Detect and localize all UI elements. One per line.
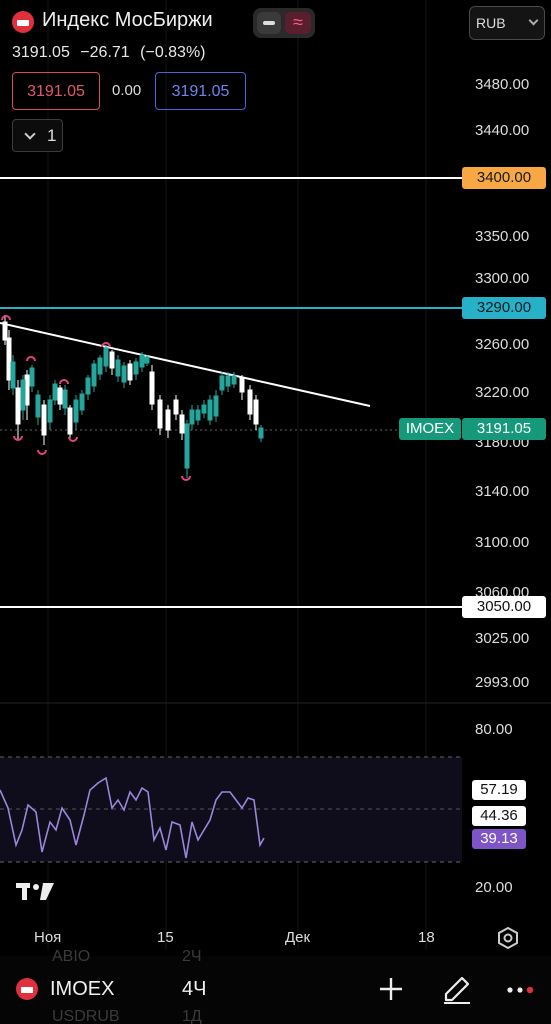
settings-icon[interactable] — [495, 925, 521, 951]
price-tick: 3300.00 — [475, 270, 530, 287]
last-price-label: 3191.05 — [462, 418, 546, 440]
header: Индекс МосБиржи ≈ RUB 3191.05 −26.71 (−0… — [0, 0, 551, 160]
trend-line — [0, 322, 371, 407]
currency-select[interactable]: RUB — [469, 6, 545, 40]
price-change: −26.71 — [80, 44, 130, 61]
time-tick: 15 — [157, 929, 174, 946]
chevron-down-icon — [528, 15, 539, 26]
level-label-3400[interactable]: 3400.00 — [462, 167, 546, 189]
plus-icon[interactable] — [378, 976, 404, 1002]
pen-icon[interactable] — [442, 974, 472, 1004]
instrument-title[interactable]: Индекс МосБиржи — [42, 9, 213, 31]
price-tick: 3140.00 — [475, 483, 530, 500]
indicator-count: 1 — [47, 126, 57, 145]
rsi-level-label: 57.19 — [472, 780, 526, 800]
price-tick: 3350.00 — [475, 228, 530, 245]
price-tick: 3220.00 — [475, 384, 530, 401]
chart-mode-switch[interactable]: ≈ — [253, 8, 315, 38]
more-icon[interactable] — [506, 980, 536, 1000]
chevron-down-icon — [24, 128, 36, 140]
price-tick: 3100.00 — [475, 534, 530, 551]
price-tick: 3440.00 — [475, 122, 530, 139]
moex-flag-icon — [16, 978, 38, 1000]
moex-flag-icon — [12, 11, 34, 33]
ghost-timeframe: 2Ч — [182, 948, 202, 965]
time-tick: Дек — [285, 929, 311, 946]
rsi-level-label: 44.36 — [472, 806, 526, 826]
price-tick: 2993.00 — [475, 674, 530, 691]
quote-line: 3191.05 −26.71 (−0.83%) — [12, 44, 212, 62]
spread-value: 0.00 — [112, 82, 142, 99]
wave-toggle-icon[interactable]: ≈ — [285, 12, 311, 34]
ghost-symbol: USDRUB — [52, 1008, 120, 1024]
level-label-3290[interactable]: 3290.00 — [462, 297, 546, 319]
price-change-pct: (−0.83%) — [140, 44, 206, 61]
bottom-toolbar: ABIO 2Ч IMOEX 4Ч USDRUB 1Д — [0, 948, 551, 1024]
time-tick: Ноя — [34, 929, 62, 946]
rsi-line — [0, 776, 265, 859]
level-label-3050[interactable]: 3050.00 — [462, 596, 546, 618]
symbol-tag: IMOEX — [399, 418, 461, 440]
tradingview-logo-icon[interactable] — [16, 880, 60, 902]
pivot-markers — [1, 315, 191, 481]
price-tick: 3025.00 — [475, 630, 530, 647]
sell-button[interactable]: 3191.05 — [12, 72, 100, 110]
rsi-axis-bottom: 20.00 — [475, 879, 513, 896]
timeframe-button[interactable]: 4Ч — [182, 978, 207, 1000]
buy-button[interactable]: 3191.05 — [155, 72, 246, 110]
rsi-axis-top: 80.00 — [475, 721, 513, 738]
time-tick: 18 — [418, 929, 435, 946]
indicators-collapse-button[interactable]: 1 — [12, 119, 63, 152]
candles — [2, 315, 264, 478]
ghost-timeframe: 1Д — [182, 1008, 202, 1024]
rsi-value-label: 39.13 — [472, 829, 526, 849]
ghost-symbol: ABIO — [52, 948, 91, 965]
minus-toggle-icon[interactable] — [257, 12, 281, 34]
last-price: 3191.05 — [12, 44, 70, 61]
symbol-button[interactable]: IMOEX — [50, 978, 115, 1000]
currency-value: RUB — [476, 15, 506, 31]
price-tick: 3480.00 — [475, 76, 530, 93]
price-tick: 3260.00 — [475, 336, 530, 353]
